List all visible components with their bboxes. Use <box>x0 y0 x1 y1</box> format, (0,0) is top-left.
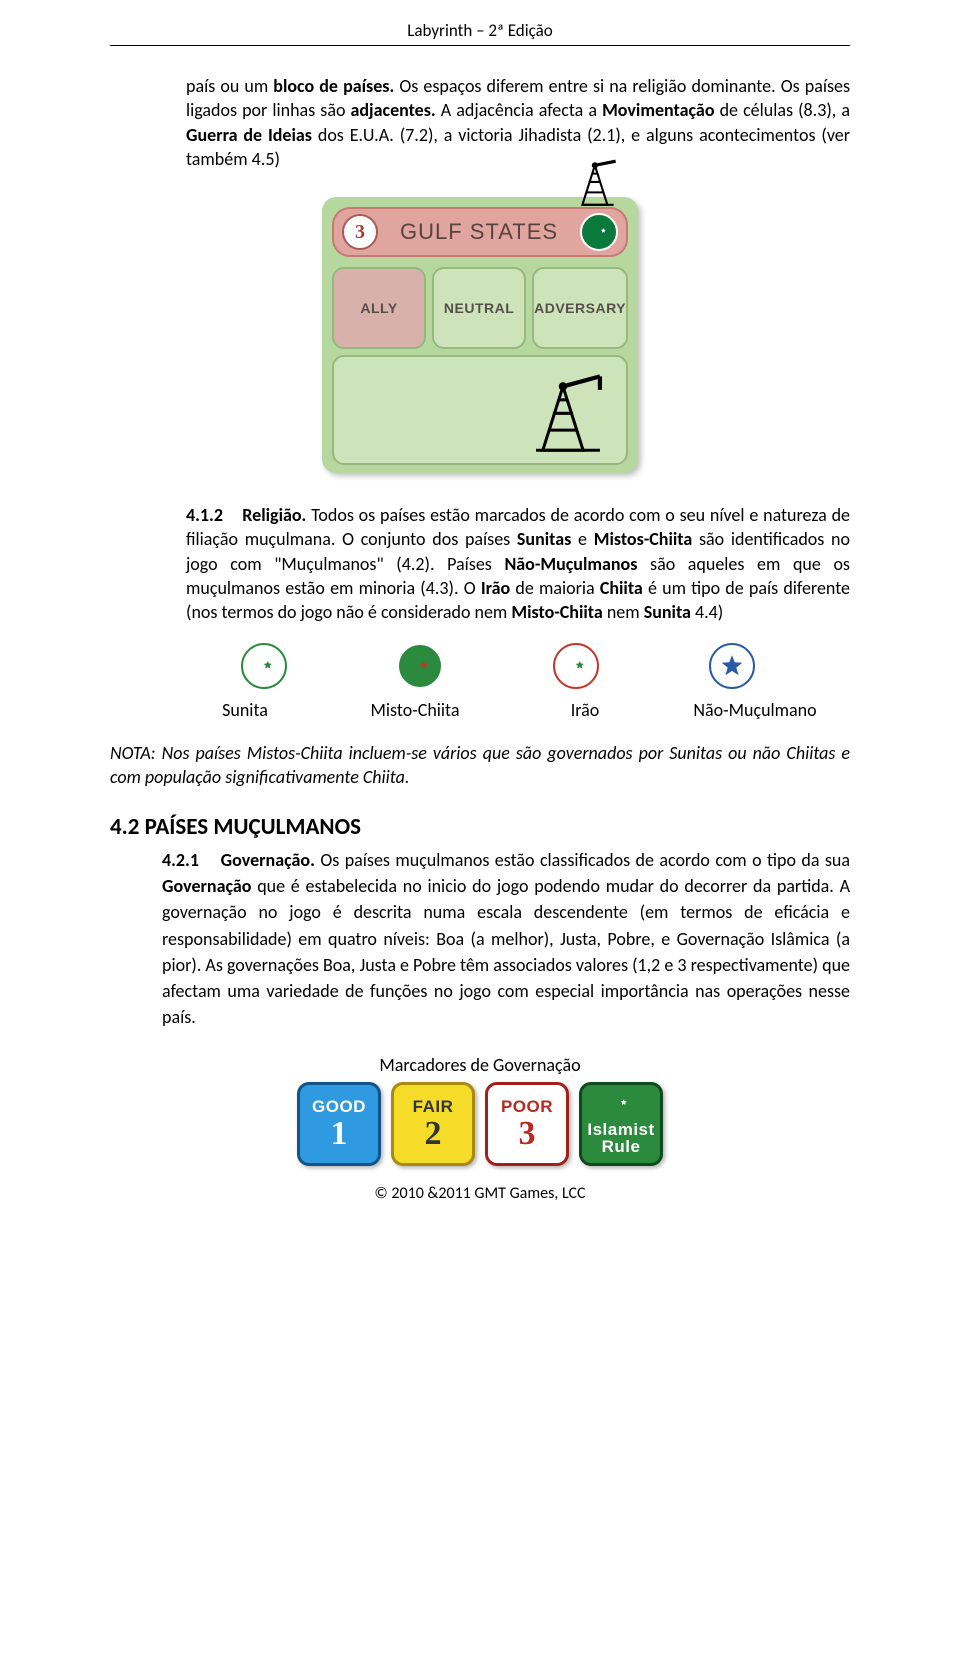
s42-b1: Governação <box>162 875 251 897</box>
religion-flag-icon <box>580 213 618 251</box>
religion-icon <box>241 643 287 689</box>
religion-label: Irão <box>500 699 670 721</box>
paragraph-2: 4.1.2 Religião. Todos os países estão ma… <box>186 503 850 624</box>
marker-label: FAIR <box>413 1097 454 1117</box>
resource-number: 3 <box>342 214 378 250</box>
s42-t2: que é estabelecida no inicio do jogo pod… <box>162 875 850 1027</box>
gov-marker: IslamistRule <box>579 1082 663 1166</box>
s42-t1: Os países muçulmanos estão classificados… <box>320 849 850 871</box>
religion-icon <box>397 643 443 689</box>
p2-b2: Mistos-Chiita <box>594 528 693 550</box>
section-42-body: 4.2.1 Governação. Os países muçulmanos e… <box>162 847 850 1030</box>
gov-marker: POOR3 <box>485 1082 569 1166</box>
s42-h: Governação. <box>221 849 315 871</box>
adversary-box: ADVERSARY <box>532 267 628 349</box>
p2-b4: Irão <box>481 577 510 599</box>
religion-label: Sunita <box>160 699 330 721</box>
marker-label: IslamistRule <box>587 1121 654 1157</box>
marker-number: 2 <box>425 1117 442 1151</box>
p2-b6: Misto-Chiita <box>511 601 602 623</box>
p2-h: Religião. <box>242 504 306 526</box>
p2-b7: Sunita <box>644 601 691 623</box>
card-image-area <box>332 355 628 465</box>
p2-b5: Chiita <box>600 577 643 599</box>
page: Labyrinth – 2ª Edição país ou um bloco d… <box>0 0 960 1223</box>
oil-rig-icon <box>572 157 624 209</box>
country-card: 3 GULF STATES ALLY NEUTRAL ADVERSARY <box>322 197 638 473</box>
p2-t5: de maioria <box>515 577 599 599</box>
page-header: Labyrinth – 2ª Edição <box>110 20 850 46</box>
p1-b4: Guerra de Ideias <box>186 124 312 146</box>
marker-label: POOR <box>501 1097 553 1117</box>
p1-b2: adjacentes. <box>351 99 436 121</box>
oil-rig-icon <box>526 373 610 457</box>
alignment-row: ALLY NEUTRAL ADVERSARY <box>332 267 628 349</box>
religion-icon <box>553 643 599 689</box>
p2-t7: nem <box>607 601 644 623</box>
marker-number: 3 <box>519 1117 536 1151</box>
gov-markers-caption: Marcadores de Governação <box>110 1054 850 1076</box>
crescent-icon <box>610 1092 632 1119</box>
p2-t2: e <box>578 528 594 550</box>
marker-number: 1 <box>331 1117 348 1151</box>
gov-markers-row: GOOD1FAIR2POOR3IslamistRule <box>110 1082 850 1166</box>
religion-label: Não-Muçulmano <box>670 699 840 721</box>
p2-b3: Não-Muçulmanos <box>504 553 637 575</box>
nota-paragraph: NOTA: Nos países Mistos-Chiita incluem-s… <box>110 741 850 790</box>
gulf-states-card-figure: 3 GULF STATES ALLY NEUTRAL ADVERSARY <box>110 197 850 473</box>
p1-b3: Movimentação <box>602 99 714 121</box>
card-header: 3 GULF STATES <box>332 207 628 257</box>
p1-t1: país ou um <box>186 75 273 97</box>
p1-t3: A adjacência afecta a <box>441 99 602 121</box>
section-42-heading: 4.2 PAÍSES MUÇULMANOS <box>110 813 850 841</box>
p1-b1: bloco de países. <box>273 75 394 97</box>
page-footer: © 2010 &2011 GMT Games, LCC <box>110 1184 850 1203</box>
gov-marker: GOOD1 <box>297 1082 381 1166</box>
card-title: GULF STATES <box>378 219 580 245</box>
p2-num: 4.1.2 <box>186 504 223 526</box>
neutral-box: NEUTRAL <box>432 267 526 349</box>
gov-marker: FAIR2 <box>391 1082 475 1166</box>
religion-label: Misto-Chiita <box>330 699 500 721</box>
p2-t8: 4.4) <box>695 601 723 623</box>
s42-num: 4.2.1 <box>162 849 199 871</box>
p1-t4: de células (8.3), a <box>720 99 850 121</box>
religion-icons-row <box>186 643 810 689</box>
p2-b1: Sunitas <box>517 528 571 550</box>
ally-box: ALLY <box>332 267 426 349</box>
religion-icon <box>709 643 755 689</box>
marker-label: GOOD <box>312 1097 366 1117</box>
religion-labels-row: SunitaMisto-ChiitaIrãoNão-Muçulmano <box>160 699 840 721</box>
paragraph-1: país ou um bloco de países. Os espaços d… <box>186 74 850 171</box>
